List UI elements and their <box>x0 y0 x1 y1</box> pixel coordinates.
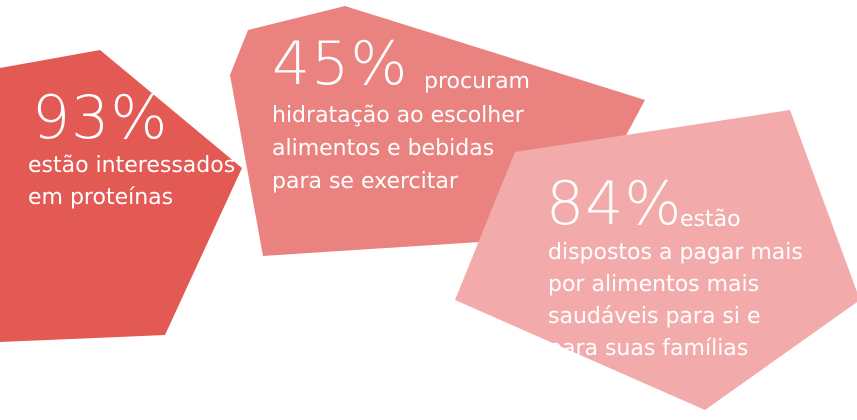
stat-lead: estão <box>680 207 741 232</box>
stat-text: para se exercitar <box>272 169 459 194</box>
shape-pink <box>455 110 857 410</box>
stat-text: em proteínas <box>28 185 173 210</box>
stat-text: por alimentos mais <box>548 272 759 297</box>
shape-red <box>0 50 242 342</box>
stat-value: 84% <box>546 169 682 239</box>
stat-text: hidratação ao escolher <box>272 103 525 128</box>
stat-text: saudáveis para si e <box>548 304 761 329</box>
stat-value: 45% <box>272 29 408 99</box>
stat-text: dispostos a pagar mais <box>548 240 803 265</box>
stat-lead: procuram <box>424 69 530 94</box>
stat-text: alimentos e bebidas <box>272 136 494 161</box>
stat-value: 93% <box>32 83 168 153</box>
stat-text: estão interessados <box>28 153 235 178</box>
stat-text: para suas famílias <box>548 336 748 361</box>
